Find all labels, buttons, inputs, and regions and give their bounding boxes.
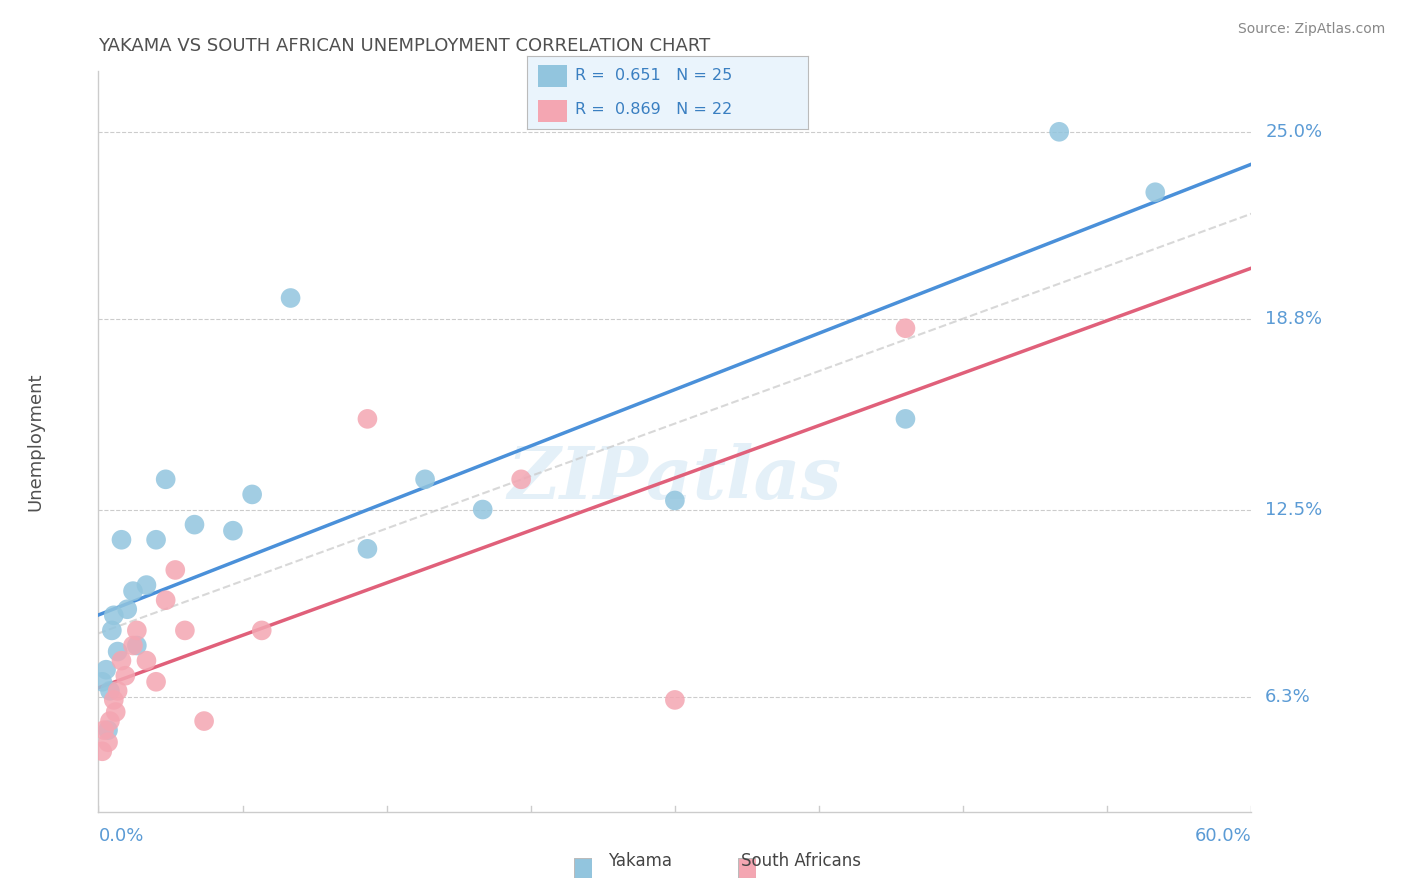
Point [155, 593, 177, 607]
Point [110, 533, 132, 547]
Point [250, 624, 273, 638]
Point [107, 644, 129, 658]
Point [103, 608, 125, 623]
Point [122, 639, 145, 653]
Point [183, 517, 205, 532]
Bar [538, 65, 567, 87]
Point [1144, 186, 1167, 200]
Point [104, 705, 127, 719]
Point [114, 669, 136, 683]
Point [93, 723, 115, 738]
Point [413, 472, 436, 486]
Point [356, 412, 378, 426]
Point [135, 578, 157, 592]
Text: 60.0%: 60.0% [1195, 827, 1251, 845]
Text: Source: ZipAtlas.com: Source: ZipAtlas.com [1237, 22, 1385, 37]
Bar [538, 100, 567, 122]
Point [174, 624, 197, 638]
Point [894, 412, 917, 426]
Point [193, 714, 215, 728]
Point [110, 654, 132, 668]
Point [356, 541, 378, 556]
Point [510, 472, 533, 486]
Point [145, 674, 167, 689]
Text: Unemployment: Unemployment [27, 372, 45, 511]
Text: R =  0.651   N = 25: R = 0.651 N = 25 [575, 69, 733, 84]
Point [280, 291, 302, 305]
Point [107, 683, 129, 698]
Point [98, 714, 121, 728]
Point [125, 624, 148, 638]
Text: ZIPatlas: ZIPatlas [508, 443, 842, 514]
Point [664, 693, 686, 707]
Point [101, 624, 124, 638]
Text: YAKAMA VS SOUTH AFRICAN UNEMPLOYMENT CORRELATION CHART: YAKAMA VS SOUTH AFRICAN UNEMPLOYMENT COR… [98, 37, 710, 54]
Point [222, 524, 245, 538]
Point [117, 602, 139, 616]
Point [240, 487, 263, 501]
Point [471, 502, 494, 516]
Point [1047, 125, 1070, 139]
Text: 0.0%: 0.0% [98, 827, 143, 845]
Point [97, 735, 120, 749]
Point [125, 639, 148, 653]
Text: South Africans: South Africans [741, 852, 862, 870]
Point [145, 533, 167, 547]
Point [103, 693, 125, 707]
Point [91, 674, 114, 689]
Text: Yakama: Yakama [607, 852, 672, 870]
Text: 12.5%: 12.5% [1265, 500, 1323, 518]
Point [155, 472, 177, 486]
Point [165, 563, 187, 577]
Point [98, 683, 121, 698]
Point [91, 744, 114, 758]
Text: 25.0%: 25.0% [1265, 123, 1322, 141]
Text: R =  0.869   N = 22: R = 0.869 N = 22 [575, 102, 733, 117]
Point [97, 723, 120, 738]
Point [894, 321, 917, 335]
Text: 18.8%: 18.8% [1265, 310, 1322, 328]
Point [664, 493, 686, 508]
Text: 6.3%: 6.3% [1265, 688, 1310, 706]
Point [135, 654, 157, 668]
Point [122, 584, 145, 599]
Point [94, 663, 117, 677]
